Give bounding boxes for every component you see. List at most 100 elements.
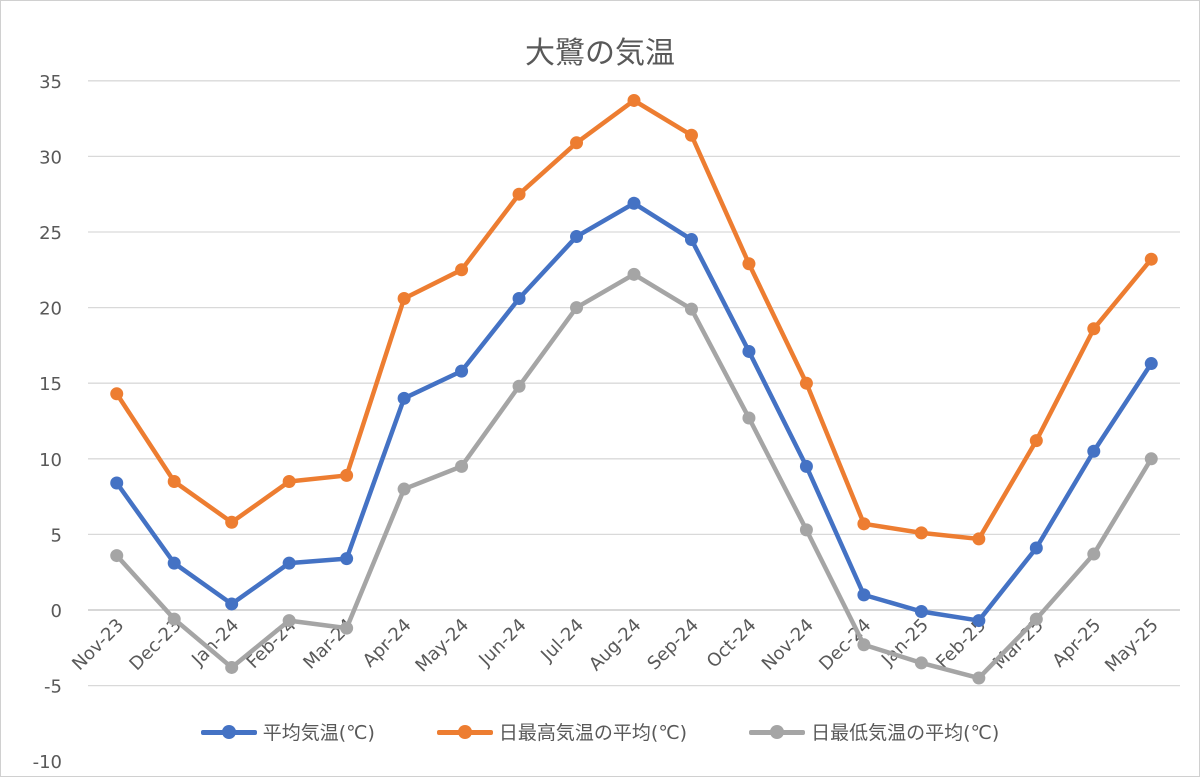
data-point: [1029, 612, 1043, 626]
data-point: [1087, 444, 1101, 458]
series-line: [114, 272, 1154, 681]
data-point: [455, 364, 469, 378]
data-point: [225, 597, 239, 611]
data-point: [1144, 452, 1158, 466]
y-tick-label: 10: [39, 450, 62, 471]
x-tick-label: May-25: [1101, 615, 1163, 677]
data-point: [1029, 434, 1043, 448]
x-tick-label: Jul-24: [536, 615, 588, 667]
y-tick-label: 20: [39, 299, 62, 320]
data-point: [1144, 252, 1158, 266]
data-point: [684, 233, 698, 247]
legend-swatch-avg: [200, 721, 257, 743]
data-point: [397, 482, 411, 496]
data-point: [512, 292, 526, 306]
legend: 平均気温(℃) 日最高気温の平均(℃) 日最低気温の平均(℃): [0, 718, 1200, 745]
y-tick-label: -10: [33, 752, 62, 773]
y-tick-label: 15: [39, 374, 62, 395]
gridlines: [88, 80, 1180, 687]
data-point: [914, 605, 928, 619]
data-point: [684, 302, 698, 316]
data-point: [570, 136, 584, 150]
y-tick-label: 5: [51, 525, 62, 546]
x-tick-label: Nov-24: [758, 615, 818, 675]
legend-swatch-max: [436, 721, 493, 743]
data-point: [1144, 357, 1158, 371]
data-point: [397, 292, 411, 306]
data-point: [167, 556, 181, 570]
data-point: [225, 660, 239, 674]
x-tick-label: Apr-24: [359, 615, 416, 672]
y-tick-label: 30: [39, 147, 62, 168]
data-point: [857, 588, 871, 602]
x-tick-label: Oct-24: [703, 615, 761, 673]
x-tick-label: Sep-24: [643, 615, 703, 675]
legend-label-max: 日最高気温の平均(℃): [498, 722, 688, 744]
data-point: [282, 556, 296, 570]
data-point: [282, 474, 296, 488]
data-point: [455, 459, 469, 473]
data-point: [627, 267, 641, 281]
data-point: [914, 526, 928, 540]
data-point: [1029, 541, 1043, 555]
data-point: [742, 257, 756, 271]
y-tick-label: 0: [51, 601, 62, 622]
data-point: [972, 614, 986, 628]
data-point: [455, 263, 469, 277]
y-tick-label: -5: [44, 677, 62, 698]
series-lines: [110, 93, 1158, 685]
data-point: [857, 517, 871, 531]
data-point: [512, 187, 526, 201]
data-point: [570, 301, 584, 315]
series-0: [110, 196, 1158, 628]
series-line: [114, 98, 1154, 542]
data-point: [570, 230, 584, 244]
legend-label-min: 日最低気温の平均(℃): [811, 722, 1000, 744]
data-point: [684, 128, 698, 142]
data-point: [110, 387, 124, 401]
data-point: [167, 474, 181, 488]
y-tick-label: 25: [39, 223, 62, 244]
data-point: [857, 638, 871, 652]
data-point: [627, 93, 641, 107]
data-point: [799, 459, 813, 473]
data-point: [972, 671, 986, 685]
data-point: [1087, 547, 1101, 561]
y-tick-label: 35: [39, 72, 62, 93]
data-point: [110, 476, 124, 490]
data-point: [282, 614, 296, 628]
data-point: [225, 515, 239, 529]
data-point: [914, 656, 928, 670]
data-point: [742, 411, 756, 425]
chart-title: 大鷺の気温: [525, 36, 675, 71]
series-1: [110, 93, 1158, 546]
x-tick-label: Jun-24: [474, 615, 530, 671]
x-tick-label: Apr-25: [1048, 615, 1105, 672]
data-point: [340, 552, 354, 566]
data-point: [742, 344, 756, 358]
data-point: [110, 549, 124, 563]
data-point: [512, 379, 526, 393]
x-tick-label: Aug-24: [585, 615, 645, 675]
data-point: [397, 391, 411, 405]
data-point: [799, 523, 813, 537]
data-point: [167, 612, 181, 626]
series-line: [114, 201, 1154, 623]
legend-label-avg: 平均気温(℃): [262, 722, 375, 744]
data-point: [972, 532, 986, 546]
legend-item-avg: 平均気温(℃): [200, 718, 375, 745]
legend-swatch-min: [749, 721, 806, 743]
series-2: [110, 267, 1158, 685]
data-point: [627, 196, 641, 210]
x-tick-label: Nov-23: [68, 615, 128, 675]
data-point: [799, 376, 813, 390]
y-axis-ticks: 35 30 25 20 15 10 5 0 -5 -10: [33, 72, 62, 773]
data-point: [1087, 322, 1101, 336]
data-point: [340, 468, 354, 482]
x-tick-label: May-24: [411, 615, 473, 677]
legend-item-max: 日最高気温の平均(℃): [436, 718, 688, 745]
legend-item-min: 日最低気温の平均(℃): [749, 718, 999, 745]
data-point: [340, 621, 354, 635]
